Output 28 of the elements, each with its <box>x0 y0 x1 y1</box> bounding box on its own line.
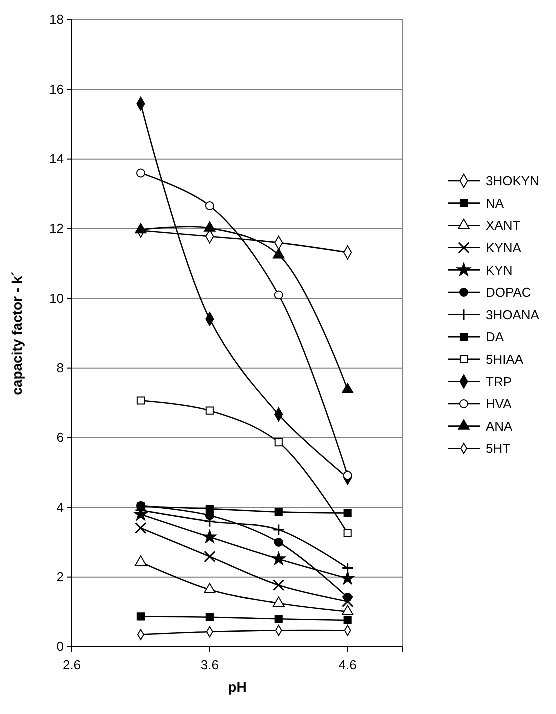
y-tick-label: 2 <box>56 569 64 584</box>
legend-label: DOPAC <box>486 285 532 300</box>
y-tick-label: 16 <box>50 82 64 97</box>
legend-label: ANA <box>486 418 514 434</box>
y-tick-label: 4 <box>56 500 64 515</box>
y-tick-label: 18 <box>50 12 64 28</box>
legend-label: HVA <box>486 396 512 412</box>
legend-label: 5HT <box>486 441 511 456</box>
legend-label: 3HOKYN <box>486 174 540 189</box>
y-tick-label: 0 <box>56 639 64 654</box>
y-tick-label: 10 <box>50 290 64 306</box>
y-axis-title: capacity factor - k´ <box>9 271 25 396</box>
legend-label: DA <box>486 330 504 345</box>
legend-label: NA <box>486 196 504 211</box>
x-tick-label: 2.6 <box>62 657 82 672</box>
y-tick-label: 12 <box>50 221 64 236</box>
x-axis-title: pH <box>228 679 247 695</box>
y-tick-label: 14 <box>50 151 64 166</box>
y-tick-label: 6 <box>56 430 64 446</box>
legend-label: KYN <box>486 262 513 278</box>
x-tick-label: 3.6 <box>200 657 219 672</box>
x-tick-label: 4.6 <box>338 657 357 672</box>
legend-label: XANT <box>486 218 521 234</box>
legend-label: KYNA <box>486 240 522 256</box>
legend-label: 5HIAA <box>486 352 524 367</box>
legend-label: TRP <box>486 374 512 390</box>
y-tick-label: 8 <box>56 360 64 376</box>
legend-label: 3HOANA <box>486 307 540 322</box>
